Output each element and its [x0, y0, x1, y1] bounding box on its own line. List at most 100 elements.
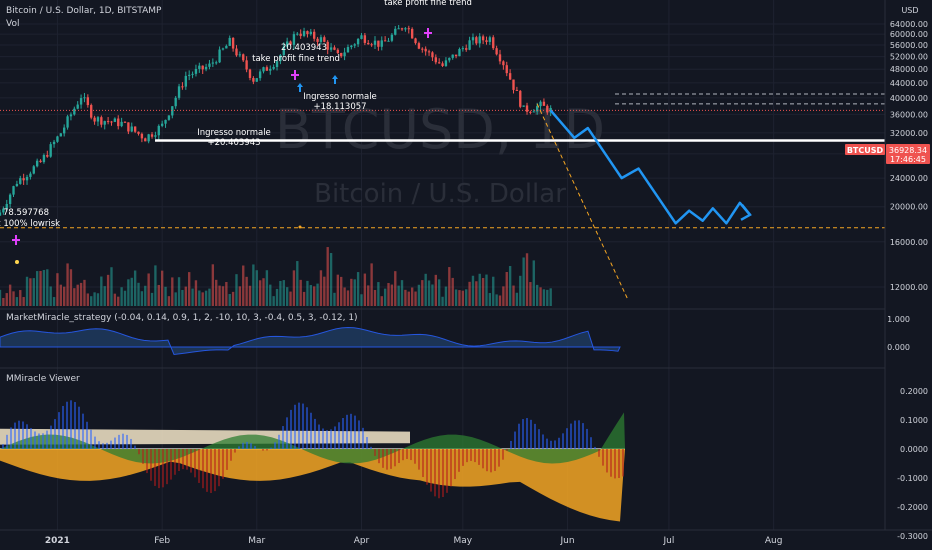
volume-bar	[174, 292, 177, 306]
candle-body	[117, 118, 120, 127]
histogram-bar	[306, 407, 308, 449]
volume-bar	[397, 285, 400, 306]
time-tick-label: Jun	[560, 536, 575, 546]
histogram-bar	[610, 449, 612, 477]
histogram-bar	[146, 449, 148, 474]
volume-bar	[495, 294, 498, 306]
time-axis[interactable]: 2021 Feb Mar Apr May Jun Jul Aug	[45, 536, 783, 546]
candle-body	[532, 111, 535, 113]
candle-body	[471, 37, 475, 41]
candle-body	[103, 121, 106, 125]
volume-bar	[346, 290, 350, 306]
volume-bar	[316, 283, 319, 306]
histogram-bar	[242, 442, 244, 449]
histogram-bar	[210, 449, 212, 494]
candle-body	[39, 160, 42, 163]
candle-body	[313, 31, 316, 39]
histogram-bar	[54, 419, 56, 449]
candle-body	[481, 36, 485, 41]
candle-body	[242, 54, 245, 61]
candle-body	[549, 107, 552, 113]
volume-bar	[373, 289, 377, 306]
volume-bar	[56, 273, 59, 306]
candle-body	[106, 121, 110, 123]
candle-body	[505, 65, 508, 74]
histogram-bar	[570, 423, 572, 449]
candle-body	[93, 117, 96, 122]
histogram-bar	[58, 412, 60, 449]
volume-bar	[519, 275, 522, 306]
indicator2-title[interactable]: MMiracle Viewer	[6, 374, 80, 384]
histogram-bar	[138, 449, 140, 455]
candle-body	[438, 62, 441, 64]
candle-body	[25, 176, 29, 181]
indicator1-axis[interactable]: 1.000 0.000	[887, 315, 910, 352]
volume-legend[interactable]: Vol	[6, 19, 20, 29]
volume-bar	[29, 278, 32, 306]
histogram-bar	[62, 405, 64, 449]
annotation-entry: Ingresso normale	[197, 128, 271, 138]
candle-body	[46, 155, 49, 157]
candle-body	[96, 117, 100, 122]
volume-bar	[498, 295, 502, 306]
histogram-bar	[10, 427, 12, 449]
candle-body	[262, 67, 265, 72]
volume-bar	[181, 289, 184, 306]
candle-body	[522, 105, 525, 107]
candle-body	[184, 75, 187, 87]
histogram-bar	[462, 449, 464, 466]
candle-body	[83, 97, 86, 99]
candle-body	[140, 133, 144, 139]
volume-bar	[83, 279, 86, 306]
volume-bar	[12, 291, 15, 306]
histogram-bar	[82, 413, 84, 449]
candle-body	[100, 117, 103, 125]
candle-body	[272, 66, 275, 69]
histogram-bar	[18, 420, 20, 449]
volume-bar	[532, 260, 535, 306]
indicator1-title[interactable]: MarketMiracle_strategy (-0.04, 0.14, 0.9…	[6, 313, 358, 323]
volume-bar	[421, 280, 424, 306]
volume-bar	[100, 276, 103, 306]
exit-marker	[291, 70, 299, 80]
candle-body	[468, 40, 471, 50]
badge-price: 36928.34	[889, 146, 927, 155]
histogram-bar	[250, 443, 252, 449]
histogram-bar	[454, 449, 456, 480]
histogram-bar	[46, 430, 48, 449]
candle-body	[29, 173, 32, 177]
histogram-bar	[122, 433, 124, 449]
histogram-bar	[550, 440, 552, 449]
histogram-bar	[270, 447, 272, 449]
price-tick-label: 44000.00	[890, 79, 928, 88]
volume-bar	[204, 290, 208, 306]
volume-bar	[231, 291, 235, 306]
candle-body	[221, 48, 225, 50]
volume-bar	[90, 296, 93, 306]
volume-bar	[46, 269, 49, 306]
volume-bar	[19, 290, 22, 306]
volume-bar	[96, 293, 100, 306]
candle-body	[258, 71, 262, 79]
volume-bar	[431, 284, 434, 306]
volume-bar	[488, 293, 492, 306]
candle-body	[502, 61, 505, 66]
volume-bar	[282, 280, 285, 306]
candle-body	[451, 54, 454, 58]
candle-body	[127, 122, 130, 132]
candle-body	[397, 28, 400, 30]
volume-bar	[117, 296, 120, 306]
last-price-badge: BTCUSD 36928.34 17:46:45	[845, 144, 930, 164]
symbol-title[interactable]: Bitcoin / U.S. Dollar, 1D, BITSTAMP	[6, 6, 162, 16]
candle-body	[35, 160, 39, 167]
histogram-bar	[346, 414, 348, 449]
histogram-bar	[378, 449, 380, 464]
indicator2-axis[interactable]: 0.2000 0.1000 0.0000 -0.1000 -0.2000 -0.3000	[897, 387, 928, 541]
volume-bar	[25, 276, 29, 306]
histogram-bar	[234, 449, 236, 453]
volume-bar	[225, 281, 228, 306]
volume-bar	[451, 277, 454, 306]
candle-body	[316, 38, 319, 42]
volume-bar	[15, 297, 19, 306]
